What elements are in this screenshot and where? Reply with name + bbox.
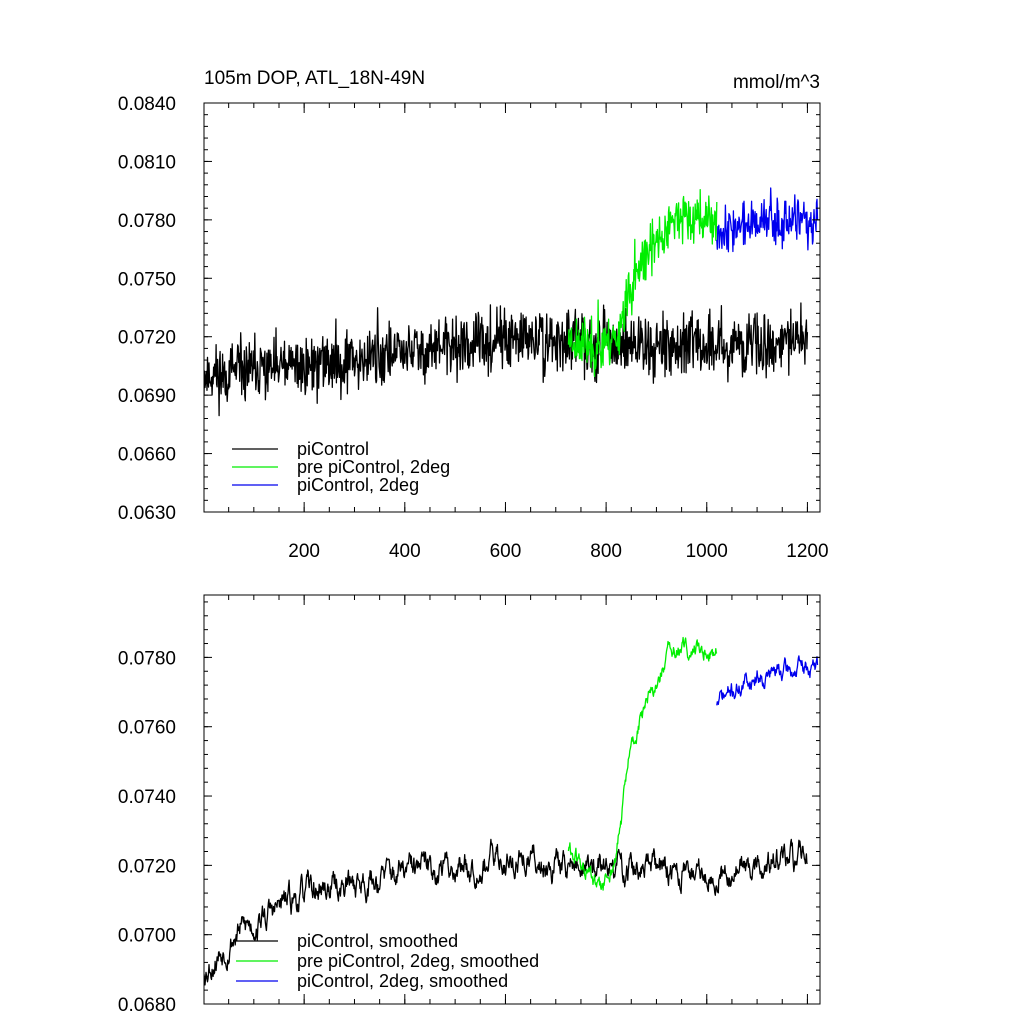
bottom-chart-plot-area xyxy=(204,636,819,986)
bottom-series-line-2 xyxy=(716,655,819,706)
top-series-line-1 xyxy=(567,188,718,378)
top-legend-label: pre piControl, 2deg xyxy=(297,457,450,477)
top-xtick-label: 800 xyxy=(590,541,622,562)
bottom-chart-axes: 0.0680 0.0700 0.0720 0.0740 0.0760 0.0780 xyxy=(118,595,820,1016)
bottom-ytick-label: 0.0780 xyxy=(118,648,176,669)
top-chart-axes: 0.0630 0.0660 0.0690 0.0720 0.0750 0.0780 0.08… xyxy=(118,94,829,562)
bottom-ytick-label: 0.0720 xyxy=(118,856,176,877)
top-chart-frame xyxy=(203,102,821,513)
top-ytick-label: 0.0840 xyxy=(118,94,176,115)
top-chart-title: 105m DOP, ATL_18N-49N xyxy=(204,68,425,89)
bottom-ytick-label: 0.0700 xyxy=(118,926,176,947)
top-ytick-label: 0.0630 xyxy=(118,503,176,524)
bottom-legend-label: piControl, 2deg, smoothed xyxy=(297,971,508,991)
bottom-legend-label: pre piControl, 2deg, smoothed xyxy=(297,951,539,971)
bottom-ytick-label: 0.0680 xyxy=(118,995,176,1016)
bottom-series-line-0 xyxy=(204,838,808,986)
bottom-chart-frame xyxy=(203,594,821,1005)
top-chart-plot-area xyxy=(204,187,819,417)
bottom-ytick-label: 0.0760 xyxy=(118,718,176,739)
top-ytick-label: 0.0660 xyxy=(118,445,176,466)
bottom-ytick-label: 0.0740 xyxy=(118,787,176,808)
top-xtick-label: 1000 xyxy=(686,541,728,562)
top-xtick-label: 600 xyxy=(490,541,522,562)
top-ytick-label: 0.0780 xyxy=(118,211,176,232)
top-xtick-label: 200 xyxy=(288,541,320,562)
top-ytick-label: 0.0750 xyxy=(118,269,176,290)
top-legend-label: piControl, 2deg xyxy=(297,475,419,495)
top-ytick-label: 0.0690 xyxy=(118,386,176,407)
top-series-line-0 xyxy=(204,302,809,417)
top-legend-label: piControl xyxy=(297,439,369,459)
top-xtick-label: 1200 xyxy=(786,541,828,562)
top-xtick-label: 400 xyxy=(389,541,421,562)
bottom-series-line-1 xyxy=(567,636,718,891)
top-ytick-label: 0.0810 xyxy=(118,152,176,173)
top-series-line-2 xyxy=(716,187,819,253)
top-chart-units: mmol/m^3 xyxy=(733,72,820,93)
bottom-legend-label: piControl, smoothed xyxy=(297,931,458,951)
top-ytick-label: 0.0720 xyxy=(118,328,176,349)
